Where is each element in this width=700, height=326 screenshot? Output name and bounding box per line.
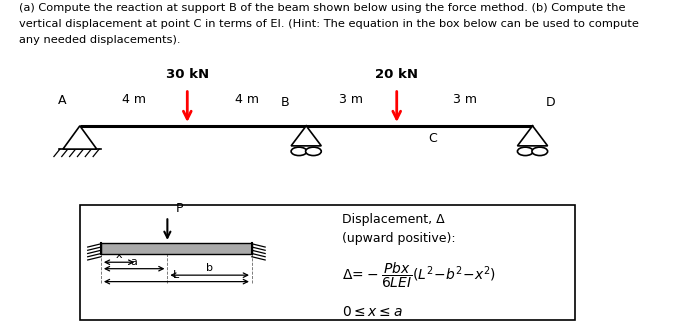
Circle shape <box>306 147 321 156</box>
Polygon shape <box>63 126 97 149</box>
Polygon shape <box>291 126 321 146</box>
Text: vertical displacement at point C in terms of EI. (Hint: The equation in the box : vertical displacement at point C in term… <box>20 19 639 29</box>
Text: 3 m: 3 m <box>453 94 477 106</box>
Text: 3 m: 3 m <box>340 94 363 106</box>
Text: 20 kN: 20 kN <box>375 67 418 81</box>
Text: a: a <box>131 257 138 267</box>
Text: (upward positive):: (upward positive): <box>342 232 456 245</box>
Bar <box>80 205 575 320</box>
Bar <box>101 243 252 255</box>
Text: $0 \leq x \leq a$: $0 \leq x \leq a$ <box>342 305 403 319</box>
Circle shape <box>517 147 533 156</box>
Text: 4 m: 4 m <box>234 94 259 106</box>
Circle shape <box>532 147 547 156</box>
Text: Displacement, Δ: Displacement, Δ <box>342 213 445 226</box>
Text: b: b <box>206 263 213 273</box>
Text: 30 kN: 30 kN <box>166 67 209 81</box>
Text: C: C <box>428 132 438 145</box>
Text: (a) Compute the reaction at support B of the beam shown below using the force me: (a) Compute the reaction at support B of… <box>20 3 626 13</box>
Text: L: L <box>174 270 179 280</box>
Text: P: P <box>176 202 183 215</box>
Text: D: D <box>546 96 556 109</box>
Text: $\Delta\!=\!-\dfrac{Pbx}{6LEI}(L^2\!-\!b^2\!-\!x^2)$: $\Delta\!=\!-\dfrac{Pbx}{6LEI}(L^2\!-\!b… <box>342 261 496 290</box>
Text: x: x <box>116 250 122 260</box>
Text: 4 m: 4 m <box>122 94 146 106</box>
Text: B: B <box>281 96 289 109</box>
Polygon shape <box>517 126 547 146</box>
Text: any needed displacements).: any needed displacements). <box>20 35 181 45</box>
Text: A: A <box>57 95 66 107</box>
Circle shape <box>291 147 307 156</box>
